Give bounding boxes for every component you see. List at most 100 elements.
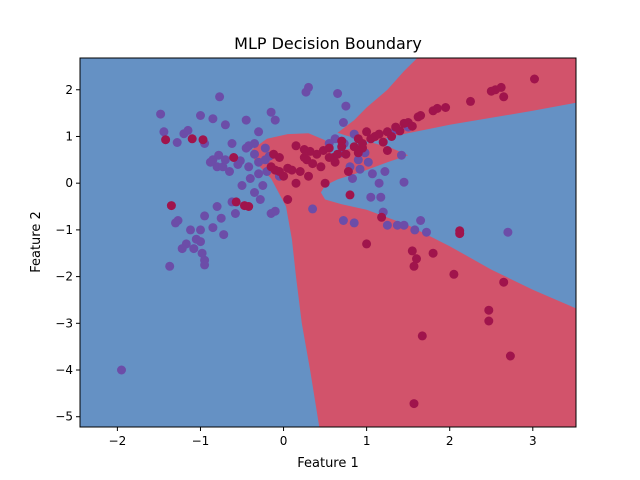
class-1-point: [304, 171, 313, 181]
class-0-point: [254, 169, 264, 179]
x-tick-label: −1: [192, 434, 210, 448]
class-0-point: [200, 260, 210, 270]
class-0-point: [214, 150, 224, 160]
class-0-point: [380, 167, 390, 176]
class-0-point: [366, 192, 376, 202]
class-0-point: [250, 188, 259, 197]
class-1-point: [416, 111, 426, 120]
class-1-point: [187, 134, 197, 144]
class-1-point: [312, 149, 322, 159]
y-tick-label: −3: [55, 316, 73, 330]
class-1-point: [345, 190, 355, 200]
class-1-point: [316, 162, 326, 172]
y-axis-label: Feature 2: [29, 211, 44, 273]
class-1-point: [374, 129, 384, 139]
class-0-point: [171, 218, 180, 228]
class-1-point: [378, 137, 388, 147]
class-1-point: [499, 277, 509, 287]
x-tick-label: 3: [529, 434, 537, 448]
class-1-point: [283, 163, 293, 173]
class-1-point: [343, 167, 353, 176]
class-0-point: [117, 365, 126, 375]
class-0-point: [348, 174, 357, 183]
class-1-point: [161, 135, 171, 145]
class-1-point: [333, 149, 343, 159]
plot-frame: [79, 57, 577, 428]
plot-area: [80, 58, 576, 427]
class-0-point: [245, 174, 255, 183]
class-0-point: [177, 244, 187, 254]
class-0-point: [341, 101, 351, 111]
class-1-point: [382, 146, 392, 155]
class-1-point: [231, 197, 241, 207]
x-axis-ticks: −2 −1 0 1 2 3: [109, 427, 537, 448]
class-0-point: [367, 169, 377, 179]
class-0-point: [260, 143, 270, 153]
class-0-point: [258, 181, 268, 190]
class-1-point: [484, 305, 494, 315]
class-0-point: [270, 115, 280, 125]
class-1-point: [432, 103, 442, 113]
class-1-region: [252, 58, 576, 427]
y-tick-label: 2: [65, 83, 73, 97]
class-1-point: [299, 145, 309, 154]
class-0-point: [349, 218, 359, 228]
x-tick-label: 1: [363, 434, 371, 448]
class-1-point: [428, 248, 438, 258]
class-1-point: [295, 167, 305, 176]
class-1-point: [362, 239, 372, 249]
class-0-point: [196, 225, 205, 235]
class-1-point: [484, 316, 494, 326]
class-1-point: [412, 254, 421, 264]
class-0-point: [397, 150, 406, 160]
class-0-point: [237, 181, 247, 190]
class-1-point: [455, 229, 465, 239]
class-1-point: [505, 351, 515, 361]
class-1-point: [279, 171, 289, 181]
class-0-point: [503, 227, 513, 237]
class-1-point: [499, 92, 509, 102]
decision-region-layer: [252, 58, 576, 427]
class-0-point: [374, 178, 384, 188]
class-1-point: [409, 399, 419, 409]
class-1-point: [377, 212, 387, 222]
class-0-point: [200, 211, 210, 221]
class-1-point: [244, 202, 254, 211]
x-tick-label: −2: [109, 434, 127, 448]
class-0-point: [197, 248, 207, 258]
class-0-point: [196, 111, 205, 120]
class-0-point: [156, 109, 166, 119]
class-1-point: [308, 159, 318, 169]
class-0-point: [241, 115, 251, 125]
class-0-point: [392, 220, 402, 230]
class-1-point: [198, 135, 208, 145]
class-0-point: [308, 204, 318, 214]
class-0-point: [208, 114, 218, 124]
class-1-point: [407, 121, 417, 131]
class-0-point: [266, 107, 276, 117]
y-tick-label: 1: [65, 129, 73, 143]
class-1-point: [274, 153, 284, 162]
class-1-point: [324, 143, 334, 153]
class-0-point: [244, 162, 254, 172]
class-0-point: [338, 216, 348, 225]
data-points: [117, 74, 539, 409]
class-0-point: [399, 220, 409, 230]
class-0-point: [225, 167, 234, 176]
class-0-point: [219, 230, 229, 240]
class-0-point: [250, 139, 259, 148]
class-0-point: [205, 157, 215, 167]
class-1-point: [530, 74, 539, 84]
class-1-point: [358, 139, 367, 148]
class-1-point: [353, 148, 363, 158]
class-0-point: [218, 162, 228, 172]
class-0-point: [196, 237, 205, 247]
class-1-point: [324, 153, 334, 162]
class-0-point: [254, 157, 264, 167]
class-0-point: [416, 216, 426, 225]
class-0-point: [338, 118, 348, 127]
x-tick-label: 2: [446, 434, 454, 448]
class-0-point: [363, 157, 373, 167]
class-0-point: [255, 195, 265, 204]
y-tick-label: −1: [55, 223, 73, 237]
